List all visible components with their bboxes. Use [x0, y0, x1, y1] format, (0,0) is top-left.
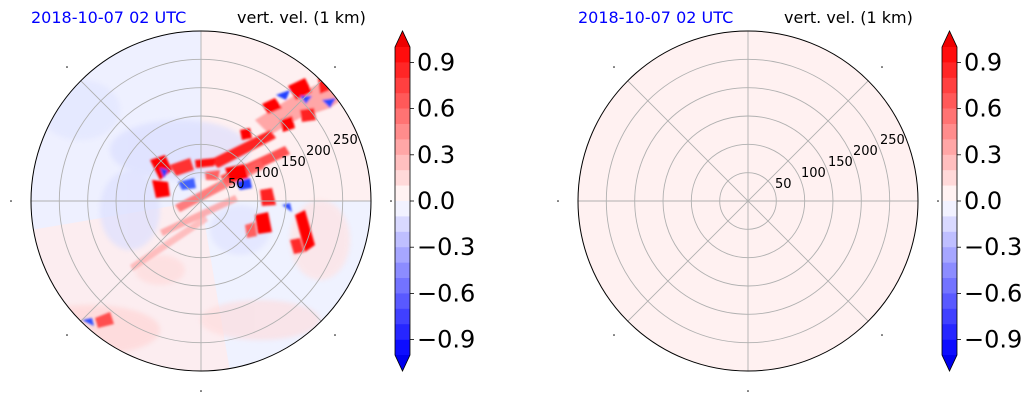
radial-tick-100-right: 100: [801, 166, 826, 181]
colorbar-cell: [395, 170, 410, 186]
colorbar-extend-high: [942, 31, 957, 47]
radial-tick-150-left: 150: [281, 155, 306, 170]
colorbar-cells-left: [394, 30, 411, 372]
outer-ticks-right: [557, 66, 939, 392]
colorbar-cell: [942, 247, 957, 263]
colorbar-cell: [942, 308, 957, 325]
colorbar-cell: [942, 62, 957, 79]
colorbar-tick-label: 0.3: [964, 141, 1002, 169]
colorbar-cell: [942, 185, 957, 202]
colorbar-cell: [942, 262, 957, 279]
radial-tick-50-left: 50: [228, 177, 245, 192]
colorbar-cell: [395, 308, 410, 325]
radial-tick-100-left: 100: [254, 166, 279, 181]
colorbar-cell: [395, 247, 410, 263]
colorbar-tick-label: −0.9: [964, 326, 1022, 354]
colorbar-ticks-right: −0.9 −0.6 −0.3 0.0 0.3 0.6 0.9: [957, 48, 1022, 354]
colorbar-ticks-left: −0.9 −0.6 −0.3 0.0 0.3 0.6 0.9: [410, 48, 475, 354]
polar-grid-right: [578, 31, 918, 371]
colorbar-cell: [942, 278, 957, 294]
colorbar-cell: [395, 154, 410, 171]
field-label-right: vert. vel. (1 km): [784, 8, 913, 27]
colorbar-cell: [942, 231, 957, 248]
colorbar-tick-label: −0.6: [964, 279, 1022, 307]
colorbar-extend-low: [942, 355, 957, 371]
polar-frame-left: [30, 30, 372, 372]
colorbar-cell: [395, 93, 410, 109]
colorbar-tick-label: 0.6: [417, 95, 455, 123]
radial-tick-150-right: 150: [828, 155, 853, 170]
colorbar-cell: [395, 278, 410, 294]
colorbar-tick-label: −0.6: [417, 279, 475, 307]
polar-plot-left: 50 100 150 200 250: [10, 30, 392, 392]
radial-tick-200-right: 200: [853, 144, 878, 159]
radial-tick-250-left: 250: [333, 133, 358, 148]
colorbar-tick-label: −0.9: [417, 326, 475, 354]
colorbar-tick-label: 0.0: [417, 187, 455, 215]
colorbar-cell: [942, 170, 957, 186]
colorbar-tick-label: 0.9: [964, 48, 1002, 76]
colorbar-cell: [395, 262, 410, 279]
panel-left: 2018-10-07 02 UTC vert. vel. (1 km): [10, 8, 475, 392]
radial-tick-200-left: 200: [306, 144, 331, 159]
colorbar-cell: [942, 154, 957, 171]
colorbar-cell: [395, 339, 410, 356]
colorbar-cell: [395, 47, 410, 63]
colorbar-cell: [942, 124, 957, 140]
colorbar-outline: [394, 30, 411, 372]
colorbar-outline: [941, 30, 958, 372]
colorbar-cell: [395, 231, 410, 248]
colorbar-cell: [942, 339, 957, 356]
colorbar-cells-right: [941, 30, 958, 372]
time-label-left: 2018-10-07 02 UTC: [31, 8, 186, 27]
colorbar-tick-label: 0.6: [964, 95, 1002, 123]
field-label-left: vert. vel. (1 km): [237, 8, 366, 27]
radial-ticks-right: 50 100 150 200 250: [775, 133, 905, 192]
colorbar-cell: [395, 77, 410, 94]
colorbar-tick-label: −0.3: [964, 233, 1022, 261]
polar-plot-right: 50 100 150 200 250: [557, 30, 939, 392]
colorbar-tick-label: −0.3: [417, 233, 475, 261]
colorbar-cell: [942, 201, 957, 217]
colorbar-cell: [942, 77, 957, 94]
colorbar-cell: [395, 62, 410, 79]
polar-frame-right: [577, 30, 919, 372]
colorbar-cell: [395, 324, 410, 340]
colorbar-tick-label: 0.0: [964, 187, 1002, 215]
colorbar-extend-low: [395, 355, 410, 371]
panel-right: 2018-10-07 02 UTC vert. vel. (1 km) 50 1…: [557, 8, 1022, 392]
colorbar-cell: [395, 124, 410, 140]
colorbar-cell: [942, 324, 957, 340]
colorbar-cell: [942, 293, 957, 310]
colorbar-cell: [942, 139, 957, 156]
time-label-right: 2018-10-07 02 UTC: [578, 8, 733, 27]
colorbar-cell: [395, 201, 410, 217]
colorbar-cell: [942, 216, 957, 233]
polar-grid-left: [31, 31, 371, 371]
colorbar-cell: [942, 93, 957, 109]
outer-ticks-left: [10, 66, 392, 392]
colorbar-cell: [395, 185, 410, 202]
colorbar-cell: [942, 108, 957, 125]
colorbar-right: −0.9 −0.6 −0.3 0.0 0.3 0.6 0.9: [941, 30, 1022, 372]
colorbar-cell: [395, 293, 410, 310]
radial-ticks-left: 50 100 150 200 250: [228, 133, 358, 192]
colorbar-tick-label: 0.9: [417, 48, 455, 76]
colorbar-extend-high: [395, 31, 410, 47]
colorbar-left: −0.9 −0.6 −0.3 0.0 0.3 0.6 0.9: [394, 30, 475, 372]
colorbar-tick-label: 0.3: [417, 141, 455, 169]
colorbar-cell: [395, 108, 410, 125]
radial-tick-250-right: 250: [880, 133, 905, 148]
colorbar-cell: [395, 139, 410, 156]
colorbar-cell: [942, 47, 957, 63]
radial-tick-50-right: 50: [775, 177, 792, 192]
colorbar-cell: [395, 216, 410, 233]
